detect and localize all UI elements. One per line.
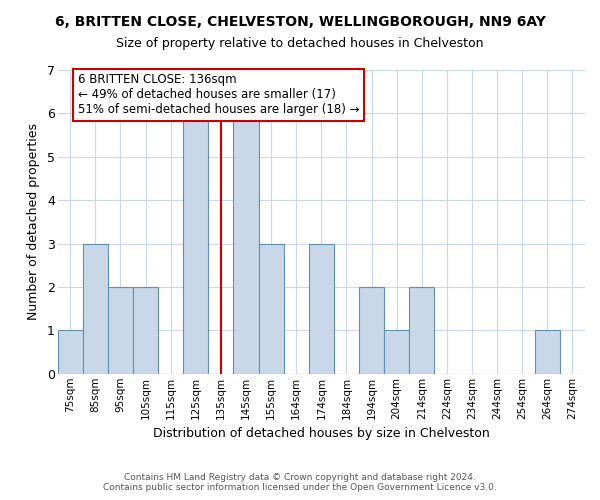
Bar xyxy=(83,244,108,374)
Bar xyxy=(108,287,133,374)
Bar xyxy=(259,244,284,374)
Bar xyxy=(409,287,434,374)
Bar xyxy=(309,244,334,374)
Text: 6, BRITTEN CLOSE, CHELVESTON, WELLINGBOROUGH, NN9 6AY: 6, BRITTEN CLOSE, CHELVESTON, WELLINGBOR… xyxy=(55,15,545,29)
Text: 6 BRITTEN CLOSE: 136sqm
← 49% of detached houses are smaller (17)
51% of semi-de: 6 BRITTEN CLOSE: 136sqm ← 49% of detache… xyxy=(78,74,359,116)
Text: Size of property relative to detached houses in Chelveston: Size of property relative to detached ho… xyxy=(116,38,484,51)
Bar xyxy=(359,287,384,374)
Text: Contains HM Land Registry data © Crown copyright and database right 2024.
Contai: Contains HM Land Registry data © Crown c… xyxy=(103,473,497,492)
Bar xyxy=(58,330,83,374)
Y-axis label: Number of detached properties: Number of detached properties xyxy=(27,124,40,320)
Bar xyxy=(384,330,409,374)
Bar xyxy=(133,287,158,374)
Bar xyxy=(535,330,560,374)
Bar xyxy=(233,114,259,374)
Bar xyxy=(183,114,208,374)
X-axis label: Distribution of detached houses by size in Chelveston: Distribution of detached houses by size … xyxy=(153,427,490,440)
